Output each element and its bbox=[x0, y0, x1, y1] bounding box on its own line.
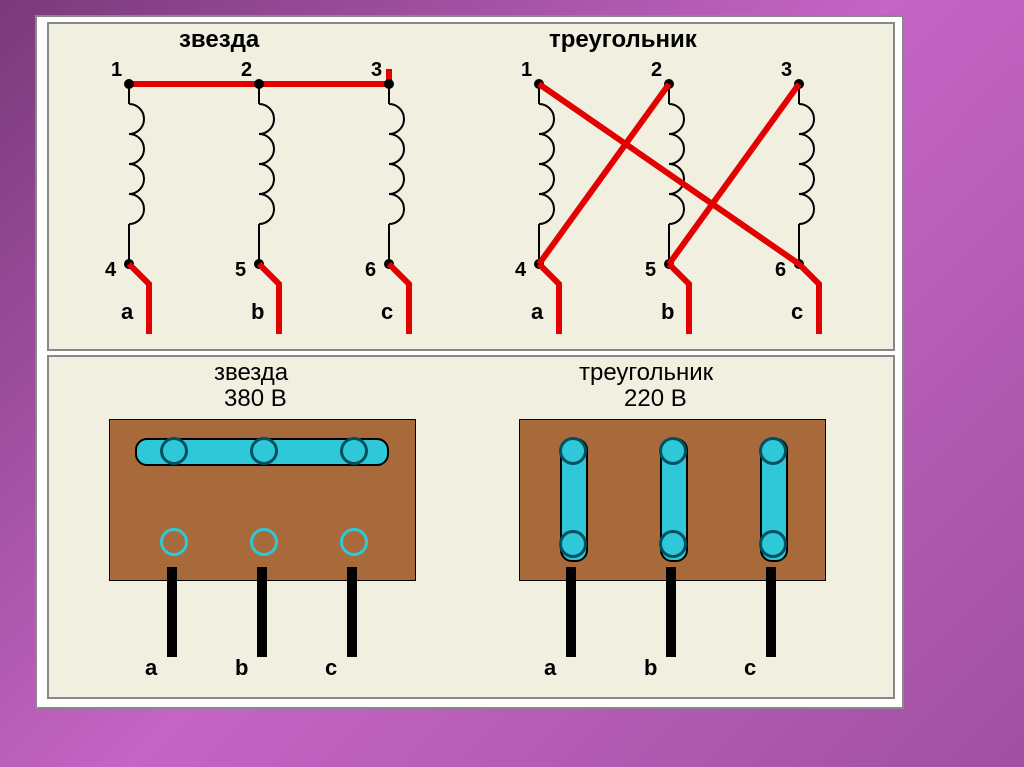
star-wire-c bbox=[347, 567, 357, 657]
star-bot-5: 5 bbox=[235, 259, 246, 282]
delta-title: треугольник bbox=[549, 26, 697, 54]
delta-term-title2: 220 В bbox=[624, 385, 687, 413]
delta-hole-b1 bbox=[559, 530, 587, 558]
star-term-title2: 380 В bbox=[224, 385, 287, 413]
star-term-b: b bbox=[235, 655, 248, 681]
star-hole-t3 bbox=[340, 437, 368, 465]
star-hole-t2 bbox=[250, 437, 278, 465]
delta-ph-b: b bbox=[661, 299, 674, 325]
delta-top-1: 1 bbox=[521, 59, 532, 82]
star-wire-a bbox=[167, 567, 177, 657]
star-top-2: 2 bbox=[241, 59, 252, 82]
star-wire-b bbox=[257, 567, 267, 657]
star-term-c: с bbox=[325, 655, 337, 681]
star-term-a: а bbox=[145, 655, 157, 681]
star-terminal-box bbox=[109, 419, 416, 581]
delta-term-c: с bbox=[744, 655, 756, 681]
star-bot-4: 4 bbox=[105, 259, 116, 282]
delta-bot-5: 5 bbox=[645, 259, 656, 282]
delta-wire-b bbox=[666, 567, 676, 657]
delta-coil-diagram bbox=[499, 54, 889, 344]
star-hole-b2 bbox=[250, 528, 278, 556]
delta-bot-4: 4 bbox=[515, 259, 526, 282]
delta-top-2: 2 bbox=[651, 59, 662, 82]
star-title: звезда bbox=[179, 26, 259, 54]
star-hole-b1 bbox=[160, 528, 188, 556]
star-top-1: 1 bbox=[111, 59, 122, 82]
delta-term-a: а bbox=[544, 655, 556, 681]
delta-wire-a bbox=[566, 567, 576, 657]
star-hole-t1 bbox=[160, 437, 188, 465]
delta-terminal-box bbox=[519, 419, 826, 581]
delta-hole-b3 bbox=[759, 530, 787, 558]
main-container: звезда bbox=[35, 15, 904, 709]
top-panel: звезда bbox=[47, 22, 895, 351]
star-bot-6: 6 bbox=[365, 259, 376, 282]
delta-bot-6: 6 bbox=[775, 259, 786, 282]
delta-hole-t3 bbox=[759, 437, 787, 465]
bottom-panel: звезда 380 В а b с треугольник 220 В bbox=[47, 355, 895, 699]
delta-ph-a: а bbox=[531, 299, 543, 325]
star-ph-b: b bbox=[251, 299, 264, 325]
star-ph-c: с bbox=[381, 299, 393, 325]
star-top-3: 3 bbox=[371, 59, 382, 82]
delta-term-title1: треугольник bbox=[579, 359, 713, 387]
star-term-title1: звезда bbox=[214, 359, 288, 387]
delta-top-3: 3 bbox=[781, 59, 792, 82]
delta-term-b: b bbox=[644, 655, 657, 681]
delta-ph-c: с bbox=[791, 299, 803, 325]
star-coil-diagram bbox=[89, 54, 449, 344]
delta-hole-t1 bbox=[559, 437, 587, 465]
delta-hole-t2 bbox=[659, 437, 687, 465]
star-ph-a: а bbox=[121, 299, 133, 325]
delta-hole-b2 bbox=[659, 530, 687, 558]
delta-wire-c bbox=[766, 567, 776, 657]
star-hole-b3 bbox=[340, 528, 368, 556]
